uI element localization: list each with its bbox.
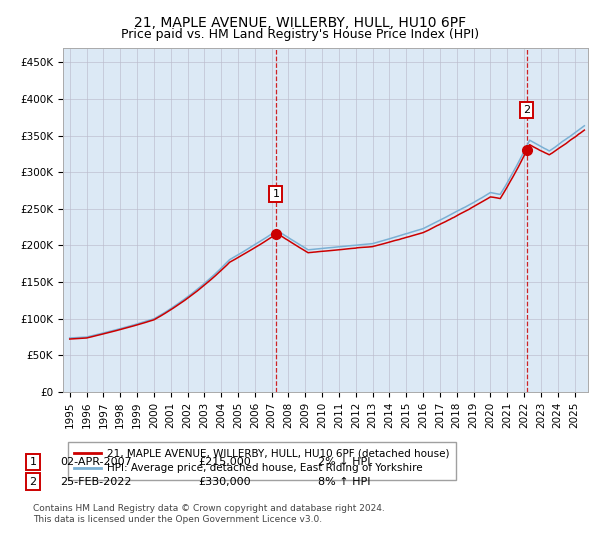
- Text: This data is licensed under the Open Government Licence v3.0.: This data is licensed under the Open Gov…: [33, 515, 322, 524]
- Text: 2: 2: [523, 105, 530, 115]
- Text: 25-FEB-2022: 25-FEB-2022: [60, 477, 131, 487]
- Text: Price paid vs. HM Land Registry's House Price Index (HPI): Price paid vs. HM Land Registry's House …: [121, 28, 479, 41]
- Text: 2: 2: [29, 477, 37, 487]
- Text: 2% ↓ HPI: 2% ↓ HPI: [318, 457, 371, 467]
- Text: 8% ↑ HPI: 8% ↑ HPI: [318, 477, 371, 487]
- Legend: 21, MAPLE AVENUE, WILLERBY, HULL, HU10 6PF (detached house), HPI: Average price,: 21, MAPLE AVENUE, WILLERBY, HULL, HU10 6…: [68, 442, 455, 480]
- Text: £215,000: £215,000: [198, 457, 251, 467]
- Text: Contains HM Land Registry data © Crown copyright and database right 2024.: Contains HM Land Registry data © Crown c…: [33, 504, 385, 513]
- Text: £330,000: £330,000: [198, 477, 251, 487]
- Text: 02-APR-2007: 02-APR-2007: [60, 457, 132, 467]
- Text: 1: 1: [272, 189, 280, 199]
- Text: 21, MAPLE AVENUE, WILLERBY, HULL, HU10 6PF: 21, MAPLE AVENUE, WILLERBY, HULL, HU10 6…: [134, 16, 466, 30]
- Text: 1: 1: [29, 457, 37, 467]
